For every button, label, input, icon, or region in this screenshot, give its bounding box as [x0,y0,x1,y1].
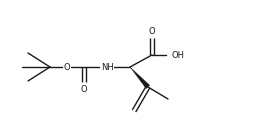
Text: NH: NH [101,63,113,72]
Text: OH: OH [172,50,185,60]
Text: O: O [149,26,155,36]
Text: O: O [81,85,87,94]
Polygon shape [130,67,150,89]
Text: O: O [64,63,70,72]
